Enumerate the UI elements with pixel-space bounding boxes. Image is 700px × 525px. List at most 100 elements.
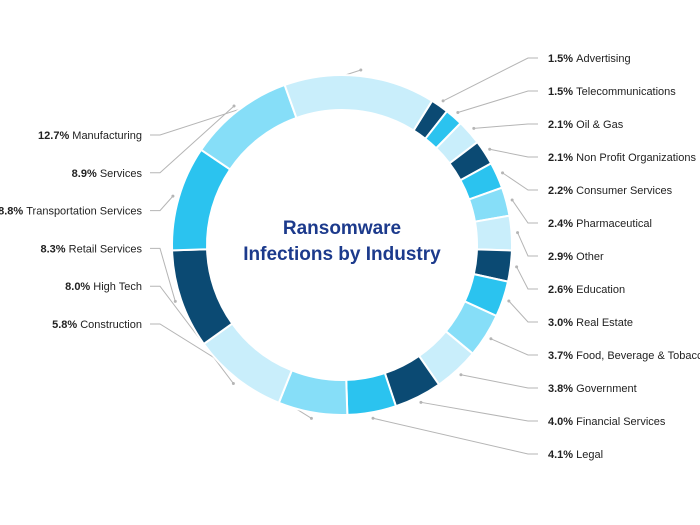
data-label: 8.9% Services — [72, 168, 143, 180]
data-label-name: Legal — [576, 449, 603, 461]
data-label-name: Non Profit Organizations — [576, 152, 696, 164]
data-label: 12.7% Manufacturing — [38, 130, 142, 142]
connector-dot — [472, 126, 476, 130]
data-label: 1.5% Telecommunications — [548, 86, 676, 98]
data-label: 2.1% Oil & Gas — [548, 119, 624, 131]
data-label: 1.5% Advertising — [548, 53, 631, 65]
connector-line — [517, 232, 538, 257]
connector-line — [420, 401, 538, 422]
data-label-percent: 8.9% — [72, 168, 100, 180]
data-label-percent: 4.1% — [548, 449, 576, 461]
data-label-name: Construction — [80, 319, 142, 331]
data-label: 2.4% Pharmaceutical — [548, 218, 652, 230]
connector-dot — [515, 265, 519, 269]
connector-dot — [489, 337, 493, 341]
connector-dot — [459, 373, 463, 377]
data-label-name: Other — [576, 251, 604, 263]
data-label: 4.0% Financial Services — [548, 416, 666, 428]
chart-title-line-1: Ransomware — [283, 218, 401, 239]
segment-retail-services — [171, 248, 234, 346]
connector-line — [489, 148, 538, 158]
data-label: 8.0% High Tech — [65, 281, 142, 293]
connector-line — [150, 247, 176, 302]
connector-line — [490, 338, 538, 356]
data-label-name: Consumer Services — [576, 185, 672, 197]
connector-dot — [173, 299, 177, 303]
connector-line — [150, 195, 174, 212]
connector-line — [372, 417, 538, 455]
data-label-name: Government — [576, 383, 637, 395]
segment-services — [199, 83, 298, 171]
donut-ring — [171, 74, 513, 416]
data-label-percent: 3.0% — [548, 317, 576, 329]
data-label-percent: 12.7% — [38, 130, 72, 142]
connector-dot — [359, 68, 363, 72]
connector-dot — [371, 416, 375, 420]
data-label-name: Retail Services — [69, 243, 143, 255]
data-label-name: High Tech — [93, 281, 142, 293]
data-label-name: Education — [576, 284, 625, 296]
connector-dot — [171, 194, 175, 198]
data-label-percent: 3.8% — [548, 383, 576, 395]
connector-dot — [510, 198, 514, 202]
data-label-name: Financial Services — [576, 416, 666, 428]
data-label-percent: 2.2% — [548, 185, 576, 197]
segment-other — [473, 214, 513, 252]
data-label-name: Services — [100, 168, 143, 180]
data-label-name: Advertising — [576, 53, 630, 65]
data-label-name: Real Estate — [576, 317, 633, 329]
connector-dot — [501, 171, 505, 175]
connector-line — [516, 266, 538, 290]
data-label: 3.8% Government — [548, 383, 637, 395]
data-label: 2.1% Non Profit Organizations — [548, 152, 696, 164]
connector-line — [460, 374, 538, 389]
connectors — [150, 57, 538, 455]
data-label: 2.9% Other — [548, 251, 604, 263]
segment-manufacturing — [283, 74, 434, 132]
connector-dot — [232, 104, 236, 108]
connector-dot — [309, 416, 313, 420]
data-label-percent: 8.8% — [0, 206, 26, 218]
data-label-name: Telecommunications — [576, 86, 676, 98]
connector-line — [150, 105, 235, 174]
data-label-percent: 8.3% — [41, 243, 69, 255]
data-label: 4.1% Legal — [548, 449, 603, 461]
connector-line — [442, 57, 538, 102]
data-label: 5.8% Construction — [52, 319, 142, 331]
data-label-percent: 1.5% — [548, 86, 576, 98]
data-label-percent: 1.5% — [548, 53, 576, 65]
data-label-percent: 4.0% — [548, 416, 576, 428]
data-label: 8.8% Transportation Services — [0, 206, 142, 218]
connector-line — [502, 172, 538, 191]
data-label: 8.3% Retail Services — [41, 243, 143, 255]
data-label-percent: 3.7% — [548, 350, 576, 362]
connector-dot — [231, 381, 235, 385]
data-label-name: Pharmaceutical — [576, 218, 652, 230]
data-label-name: Transportation Services — [26, 206, 142, 218]
data-label-percent: 5.8% — [52, 319, 80, 331]
connector-line — [508, 300, 538, 323]
data-label: 2.6% Education — [548, 284, 625, 296]
data-label-percent: 2.6% — [548, 284, 576, 296]
data-label-name: Food, Beverage & Tobacco — [576, 350, 700, 362]
data-label-percent: 2.4% — [548, 218, 576, 230]
connector-line — [473, 123, 538, 129]
chart-title-line-2: Infections by Industry — [243, 244, 441, 265]
data-label-percent: 2.1% — [548, 152, 576, 164]
connector-dot — [488, 147, 492, 151]
data-label-name: Oil & Gas — [576, 119, 624, 131]
connector-dot — [456, 110, 460, 114]
connector-line — [511, 199, 538, 224]
data-label-percent: 2.9% — [548, 251, 576, 263]
connector-dot — [516, 231, 520, 235]
data-label-name: Manufacturing — [72, 130, 142, 142]
data-label-percent: 8.0% — [65, 281, 93, 293]
connector-dot — [419, 400, 423, 404]
data-label: 2.2% Consumer Services — [548, 185, 673, 197]
connector-dot — [507, 299, 511, 303]
connector-dot — [441, 99, 445, 103]
data-label: 3.0% Real Estate — [548, 317, 633, 329]
segment-transportation-services — [171, 148, 232, 252]
data-label-percent: 2.1% — [548, 119, 576, 131]
